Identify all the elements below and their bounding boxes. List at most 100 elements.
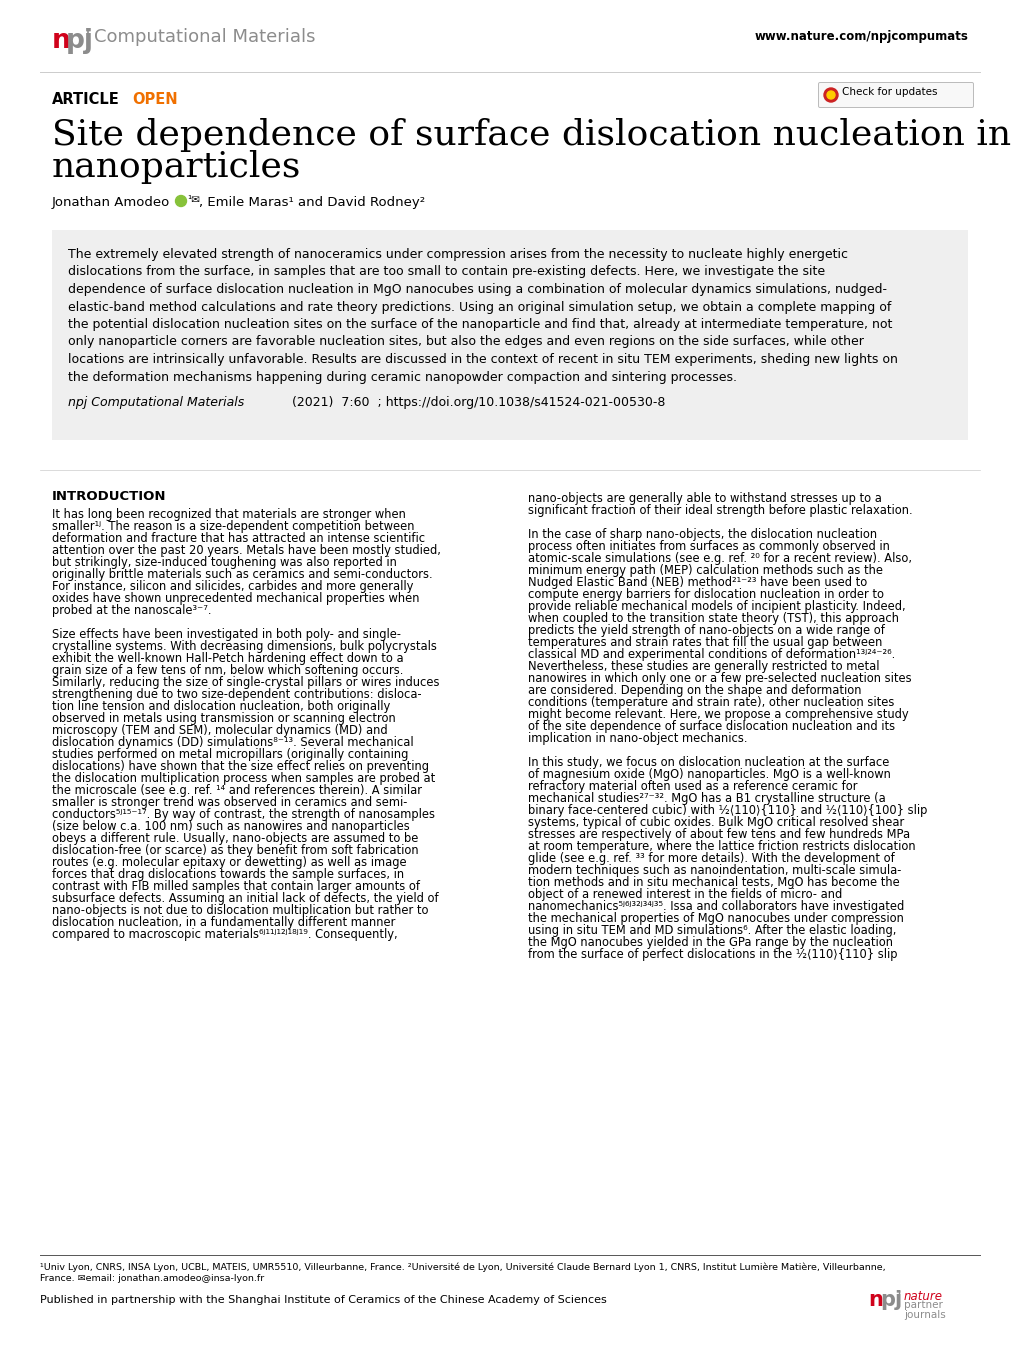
Text: conditions (temperature and strain rate), other nucleation sites: conditions (temperature and strain rate)… xyxy=(528,696,894,709)
Text: stresses are respectively of about few tens and few hundreds MPa: stresses are respectively of about few t… xyxy=(528,828,909,841)
Text: ¹✉: ¹✉ xyxy=(186,195,200,205)
Text: pj: pj xyxy=(66,28,94,54)
Circle shape xyxy=(826,91,835,99)
Text: the deformation mechanisms happening during ceramic nanopowder compaction and si: the deformation mechanisms happening dur… xyxy=(68,370,737,383)
Text: smaller¹ʲ. The reason is a size-dependent competition between: smaller¹ʲ. The reason is a size-dependen… xyxy=(52,520,414,533)
Text: compared to macroscopic materials⁶ʲ¹¹ʲ¹²ʲ¹⁸ʲ¹⁹. Consequently,: compared to macroscopic materials⁶ʲ¹¹ʲ¹²… xyxy=(52,928,397,940)
Text: INTRODUCTION: INTRODUCTION xyxy=(52,491,166,503)
Text: subsurface defects. Assuming an initial lack of defects, the yield of: subsurface defects. Assuming an initial … xyxy=(52,892,438,905)
Text: Computational Materials: Computational Materials xyxy=(94,28,315,46)
Text: grain size of a few tens of nm, below which softening occurs.: grain size of a few tens of nm, below wh… xyxy=(52,664,403,678)
Text: modern techniques such as nanoindentation, multi-scale simula-: modern techniques such as nanoindentatio… xyxy=(528,864,901,877)
Text: systems, typical of cubic oxides. Bulk MgO critical resolved shear: systems, typical of cubic oxides. Bulk M… xyxy=(528,816,904,829)
Text: nano-objects are generally able to withstand stresses up to a: nano-objects are generally able to withs… xyxy=(528,492,881,505)
Text: (2021)  7:60  ; https://doi.org/10.1038/s41524-021-00530-8: (2021) 7:60 ; https://doi.org/10.1038/s4… xyxy=(252,396,664,409)
Text: observed in metals using transmission or scanning electron: observed in metals using transmission or… xyxy=(52,711,395,725)
Text: only nanoparticle corners are favorable nucleation sites, but also the edges and: only nanoparticle corners are favorable … xyxy=(68,336,863,348)
Text: crystalline systems. With decreasing dimensions, bulk polycrystals: crystalline systems. With decreasing dim… xyxy=(52,640,436,653)
Text: n: n xyxy=(52,28,70,54)
Text: the microscale (see e.g. ref. ¹⁴ and references therein). A similar: the microscale (see e.g. ref. ¹⁴ and ref… xyxy=(52,785,422,797)
Text: the MgO nanocubes yielded in the GPa range by the nucleation: the MgO nanocubes yielded in the GPa ran… xyxy=(528,936,892,948)
Text: Nudged Elastic Band (NEB) method²¹⁻²³ have been used to: Nudged Elastic Band (NEB) method²¹⁻²³ ha… xyxy=(528,576,866,589)
Text: when coupled to the transition state theory (TST), this approach: when coupled to the transition state the… xyxy=(528,612,898,625)
Text: Site dependence of surface dislocation nucleation in ceramic: Site dependence of surface dislocation n… xyxy=(52,118,1019,152)
Text: OPEN: OPEN xyxy=(131,92,177,107)
Text: dislocation-free (or scarce) as they benefit from soft fabrication: dislocation-free (or scarce) as they ben… xyxy=(52,844,418,856)
Text: Published in partnership with the Shanghai Institute of Ceramics of the Chinese : Published in partnership with the Shangh… xyxy=(40,1295,606,1305)
Text: nanoparticles: nanoparticles xyxy=(52,150,301,184)
Text: microscopy (TEM and SEM), molecular dynamics (MD) and: microscopy (TEM and SEM), molecular dyna… xyxy=(52,724,387,737)
Text: originally brittle materials such as ceramics and semi-conductors.: originally brittle materials such as cer… xyxy=(52,568,432,581)
Text: For instance, silicon and silicides, carbides and more generally: For instance, silicon and silicides, car… xyxy=(52,580,413,593)
Text: It has long been recognized that materials are stronger when: It has long been recognized that materia… xyxy=(52,508,406,522)
Text: are considered. Depending on the shape and deformation: are considered. Depending on the shape a… xyxy=(528,684,861,696)
FancyBboxPatch shape xyxy=(817,83,972,107)
Text: tion line tension and dislocation nucleation, both originally: tion line tension and dislocation nuclea… xyxy=(52,701,390,713)
Text: ARTICLE: ARTICLE xyxy=(52,92,119,107)
Text: The extremely elevated strength of nanoceramics under compression arises from th: The extremely elevated strength of nanoc… xyxy=(68,248,847,262)
Text: compute energy barriers for dislocation nucleation in order to: compute energy barriers for dislocation … xyxy=(528,588,883,602)
Text: In the case of sharp nano-objects, the dislocation nucleation: In the case of sharp nano-objects, the d… xyxy=(528,528,876,541)
Text: the potential dislocation nucleation sites on the surface of the nanoparticle an: the potential dislocation nucleation sit… xyxy=(68,318,892,331)
Text: atomic-scale simulations (see e.g. ref. ²⁰ for a recent review). Also,: atomic-scale simulations (see e.g. ref. … xyxy=(528,551,911,565)
Text: minimum energy path (MEP) calculation methods such as the: minimum energy path (MEP) calculation me… xyxy=(528,564,882,577)
Text: In this study, we focus on dislocation nucleation at the surface: In this study, we focus on dislocation n… xyxy=(528,756,889,770)
Text: mechanical studies²⁷⁻³². MgO has a B1 crystalline structure (a: mechanical studies²⁷⁻³². MgO has a B1 cr… xyxy=(528,793,884,805)
Text: Jonathan Amodeo: Jonathan Amodeo xyxy=(52,196,174,209)
Text: attention over the past 20 years. Metals have been mostly studied,: attention over the past 20 years. Metals… xyxy=(52,543,440,557)
Text: smaller is stronger trend was observed in ceramics and semi-: smaller is stronger trend was observed i… xyxy=(52,795,407,809)
Text: nanomechanics⁵ʲ⁶ʲ³²ʲ³⁴ʲ³⁵. Issa and collaborators have investigated: nanomechanics⁵ʲ⁶ʲ³²ʲ³⁴ʲ³⁵. Issa and coll… xyxy=(528,900,904,913)
Text: Similarly, reducing the size of single-crystal pillars or wires induces: Similarly, reducing the size of single-c… xyxy=(52,676,439,688)
Text: object of a renewed interest in the fields of micro- and: object of a renewed interest in the fiel… xyxy=(528,888,842,901)
Text: dislocation dynamics (DD) simulations⁸⁻¹³. Several mechanical: dislocation dynamics (DD) simulations⁸⁻¹… xyxy=(52,736,414,749)
Text: nanowires in which only one or a few pre-selected nucleation sites: nanowires in which only one or a few pre… xyxy=(528,672,911,686)
Text: n: n xyxy=(867,1290,882,1310)
Text: using in situ TEM and MD simulations⁶. After the elastic loading,: using in situ TEM and MD simulations⁶. A… xyxy=(528,924,896,938)
Text: glide (see e.g. ref. ³³ for more details). With the development of: glide (see e.g. ref. ³³ for more details… xyxy=(528,852,894,864)
Text: from the surface of perfect dislocations in the ½⟨110⟩{110} slip: from the surface of perfect dislocations… xyxy=(528,948,897,961)
Circle shape xyxy=(175,195,186,206)
Text: Check for updates: Check for updates xyxy=(841,87,936,98)
Text: deformation and fracture that has attracted an intense scientific: deformation and fracture that has attrac… xyxy=(52,533,425,545)
Text: partner: partner xyxy=(903,1299,942,1310)
FancyBboxPatch shape xyxy=(52,230,967,440)
Text: refractory material often used as a reference ceramic for: refractory material often used as a refe… xyxy=(528,780,857,793)
Text: locations are intrinsically unfavorable. Results are discussed in the context of: locations are intrinsically unfavorable.… xyxy=(68,354,897,366)
Text: routes (e.g. molecular epitaxy or dewetting) as well as image: routes (e.g. molecular epitaxy or dewett… xyxy=(52,856,407,869)
Text: dependence of surface dislocation nucleation in MgO nanocubes using a combinatio: dependence of surface dislocation nuclea… xyxy=(68,283,887,295)
Text: implication in nano-object mechanics.: implication in nano-object mechanics. xyxy=(528,732,747,745)
Text: Size effects have been investigated in both poly- and single-: Size effects have been investigated in b… xyxy=(52,627,400,641)
Text: dislocations from the surface, in samples that are too small to contain pre-exis: dislocations from the surface, in sample… xyxy=(68,266,824,279)
Text: (size below c.a. 100 nm) such as nanowires and nanoparticles: (size below c.a. 100 nm) such as nanowir… xyxy=(52,820,410,833)
Text: binary face-centered cubic) with ½⟨110⟩{110} and ½⟨110⟩{100} slip: binary face-centered cubic) with ½⟨110⟩{… xyxy=(528,804,926,817)
Text: at room temperature, where the lattice friction restricts dislocation: at room temperature, where the lattice f… xyxy=(528,840,915,854)
Text: tion methods and in situ mechanical tests, MgO has become the: tion methods and in situ mechanical test… xyxy=(528,875,899,889)
Text: France. ✉email: jonathan.amodeo@insa-lyon.fr: France. ✉email: jonathan.amodeo@insa-lyo… xyxy=(40,1274,264,1283)
Text: but strikingly, size-induced toughening was also reported in: but strikingly, size-induced toughening … xyxy=(52,556,396,569)
Text: forces that drag dislocations towards the sample surfaces, in: forces that drag dislocations towards th… xyxy=(52,869,404,881)
Text: pj: pj xyxy=(879,1290,901,1310)
Text: dislocations) have shown that the size effect relies on preventing: dislocations) have shown that the size e… xyxy=(52,760,429,772)
Text: process often initiates from surfaces as commonly observed in: process often initiates from surfaces as… xyxy=(528,541,889,553)
Text: nano-objects is not due to dislocation multiplication but rather to: nano-objects is not due to dislocation m… xyxy=(52,904,428,917)
Text: contrast with FIB milled samples that contain larger amounts of: contrast with FIB milled samples that co… xyxy=(52,879,420,893)
Text: obeys a different rule. Usually, nano-objects are assumed to be: obeys a different rule. Usually, nano-ob… xyxy=(52,832,418,846)
Text: npj Computational Materials: npj Computational Materials xyxy=(68,396,244,409)
Text: might become relevant. Here, we propose a comprehensive study: might become relevant. Here, we propose … xyxy=(528,709,908,721)
Text: strengthening due to two size-dependent contributions: disloca-: strengthening due to two size-dependent … xyxy=(52,688,421,701)
Text: www.nature.com/npjcompumats: www.nature.com/npjcompumats xyxy=(753,30,967,43)
Text: elastic-band method calculations and rate theory predictions. Using an original : elastic-band method calculations and rat… xyxy=(68,301,891,313)
Text: the mechanical properties of MgO nanocubes under compression: the mechanical properties of MgO nanocub… xyxy=(528,912,903,925)
Text: classical MD and experimental conditions of deformation¹³ʲ²⁴⁻²⁶.: classical MD and experimental conditions… xyxy=(528,648,895,661)
Text: of magnesium oxide (MgO) nanoparticles. MgO is a well-known: of magnesium oxide (MgO) nanoparticles. … xyxy=(528,768,890,780)
Text: temperatures and strain rates that fill the usual gap between: temperatures and strain rates that fill … xyxy=(528,635,881,649)
Text: nature: nature xyxy=(903,1290,943,1304)
Text: ¹Univ Lyon, CNRS, INSA Lyon, UCBL, MATEIS, UMR5510, Villeurbanne, France. ²Unive: ¹Univ Lyon, CNRS, INSA Lyon, UCBL, MATEI… xyxy=(40,1263,884,1272)
Text: of the site dependence of surface dislocation nucleation and its: of the site dependence of surface disloc… xyxy=(528,720,895,733)
Text: the dislocation multiplication process when samples are probed at: the dislocation multiplication process w… xyxy=(52,772,435,785)
Text: probed at the nanoscale³⁻⁷.: probed at the nanoscale³⁻⁷. xyxy=(52,604,211,617)
Text: provide reliable mechanical models of incipient plasticity. Indeed,: provide reliable mechanical models of in… xyxy=(528,600,905,612)
Text: studies performed on metal micropillars (originally containing: studies performed on metal micropillars … xyxy=(52,748,408,762)
Text: oxides have shown unprecedented mechanical properties when: oxides have shown unprecedented mechanic… xyxy=(52,592,419,604)
Text: , Emile Maras¹ and David Rodney²: , Emile Maras¹ and David Rodney² xyxy=(199,196,425,209)
